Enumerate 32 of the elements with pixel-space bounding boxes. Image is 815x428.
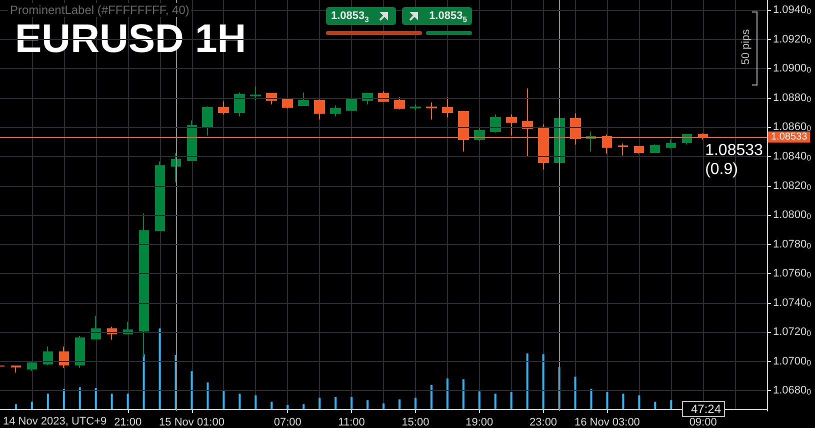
y-tick-label: 1.08800 bbox=[773, 92, 812, 104]
x-axis-title: 14 Nov 2023, UTC+9 bbox=[3, 416, 107, 428]
x-tick-label: 11:00 bbox=[338, 416, 365, 428]
y-tick-label: 1.08000 bbox=[773, 209, 812, 222]
y-tick-label: 1.08600 bbox=[773, 121, 812, 134]
y-tick-label: 1.07600 bbox=[773, 268, 812, 280]
x-tick-label: 09:00 bbox=[689, 416, 717, 428]
x-tick-label: 21:00 bbox=[114, 416, 142, 428]
y-tick-label: 1.08200 bbox=[773, 180, 812, 192]
chart-title: EURUSD 1H bbox=[15, 17, 246, 61]
y-tick-label: 1.07800 bbox=[773, 238, 812, 250]
x-tick-label: 15:00 bbox=[402, 416, 430, 428]
annotation: 50 pips bbox=[740, 29, 752, 65]
y-tick-label: 1.09400 bbox=[773, 4, 812, 16]
y-tick-label: 1.07200 bbox=[773, 326, 812, 338]
ref-line-label: 1.08533 bbox=[771, 132, 808, 143]
y-tick-label: 1.08400 bbox=[773, 150, 812, 162]
annotation: 1.0853$_{5}$ bbox=[429, 10, 467, 24]
x-tick-label: 23:00 bbox=[530, 416, 558, 428]
x-tick-label: 19:00 bbox=[466, 416, 494, 428]
annotation: 47:24 bbox=[691, 402, 722, 416]
x-tick-label: 15 Nov 01:00 bbox=[159, 416, 224, 428]
y-tick-label: 1.07000 bbox=[773, 355, 812, 368]
y-tick-label: 1.06800 bbox=[773, 384, 812, 397]
annotation: 1.0853$_{3}$ bbox=[331, 10, 369, 24]
x-tick-label: 16 Nov 03:00 bbox=[574, 416, 640, 428]
y-tick-label: 1.07400 bbox=[773, 296, 812, 309]
annotation: 1.08533 (0.9) bbox=[705, 142, 763, 178]
y-tick-label: 1.09200 bbox=[773, 33, 812, 46]
x-tick-label: 07:00 bbox=[274, 416, 302, 428]
annotation: ProminentLabel (#FFFFFFFF, 40) bbox=[10, 3, 190, 17]
y-tick-label: 1.09000 bbox=[773, 62, 812, 75]
